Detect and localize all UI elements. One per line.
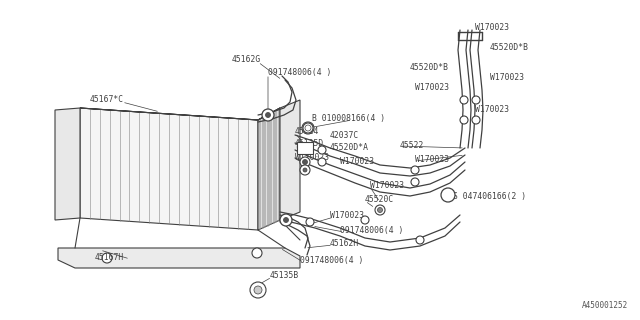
- Text: W170023: W170023: [415, 156, 449, 164]
- Circle shape: [280, 214, 292, 226]
- Circle shape: [252, 248, 262, 258]
- Circle shape: [411, 166, 419, 174]
- Text: W170023: W170023: [490, 74, 524, 83]
- Circle shape: [254, 286, 262, 294]
- Text: S 047406166(2 ): S 047406166(2 ): [453, 191, 526, 201]
- Text: W170023: W170023: [330, 211, 364, 220]
- Circle shape: [302, 122, 314, 134]
- Text: W170023: W170023: [415, 84, 449, 92]
- Text: W170023: W170023: [295, 154, 329, 163]
- Text: 45135B: 45135B: [270, 271, 300, 281]
- Circle shape: [266, 113, 271, 117]
- Text: 45520C: 45520C: [365, 196, 394, 204]
- Text: 45162H: 45162H: [330, 239, 359, 249]
- Text: 45522: 45522: [400, 140, 424, 149]
- Text: 42037C: 42037C: [330, 131, 359, 140]
- Circle shape: [284, 218, 289, 222]
- Circle shape: [102, 253, 112, 263]
- Text: 45167*C: 45167*C: [90, 95, 124, 105]
- Circle shape: [262, 109, 274, 121]
- Text: 45135D: 45135D: [295, 140, 324, 148]
- Text: W170023: W170023: [340, 157, 374, 166]
- Circle shape: [460, 96, 468, 104]
- Circle shape: [411, 178, 419, 186]
- Circle shape: [472, 96, 480, 104]
- Text: 45520D*A: 45520D*A: [330, 143, 369, 153]
- Polygon shape: [80, 108, 258, 230]
- Text: B 010008166(4 ): B 010008166(4 ): [312, 114, 385, 123]
- Text: 45520D*B: 45520D*B: [490, 44, 529, 52]
- Circle shape: [303, 168, 307, 172]
- Circle shape: [460, 116, 468, 124]
- Text: 091748006(4 ): 091748006(4 ): [300, 255, 364, 265]
- FancyBboxPatch shape: [297, 142, 313, 154]
- Text: W170023: W170023: [475, 106, 509, 115]
- Circle shape: [300, 165, 310, 175]
- Circle shape: [303, 159, 307, 164]
- Text: W170023: W170023: [475, 23, 509, 33]
- Polygon shape: [58, 248, 300, 268]
- Circle shape: [318, 158, 326, 166]
- Circle shape: [250, 282, 266, 298]
- Polygon shape: [280, 100, 300, 220]
- Text: 45162G: 45162G: [232, 55, 261, 65]
- Circle shape: [361, 216, 369, 224]
- Text: W170023: W170023: [370, 180, 404, 189]
- Text: 091748006(4 ): 091748006(4 ): [340, 226, 403, 235]
- Circle shape: [305, 125, 311, 131]
- Text: 45520D*B: 45520D*B: [410, 63, 449, 73]
- Circle shape: [472, 116, 480, 124]
- Text: A450001252: A450001252: [582, 301, 628, 310]
- Text: 45124: 45124: [295, 127, 319, 137]
- Polygon shape: [258, 108, 280, 230]
- Circle shape: [378, 207, 383, 212]
- Text: S: S: [445, 193, 451, 197]
- Circle shape: [318, 146, 326, 154]
- Circle shape: [375, 205, 385, 215]
- Circle shape: [300, 157, 310, 167]
- Polygon shape: [80, 108, 280, 120]
- Polygon shape: [55, 108, 80, 220]
- Circle shape: [303, 123, 313, 133]
- Circle shape: [416, 236, 424, 244]
- Text: 45167H: 45167H: [95, 253, 124, 262]
- Text: 091748006(4 ): 091748006(4 ): [268, 68, 332, 76]
- Circle shape: [441, 188, 455, 202]
- Circle shape: [306, 218, 314, 226]
